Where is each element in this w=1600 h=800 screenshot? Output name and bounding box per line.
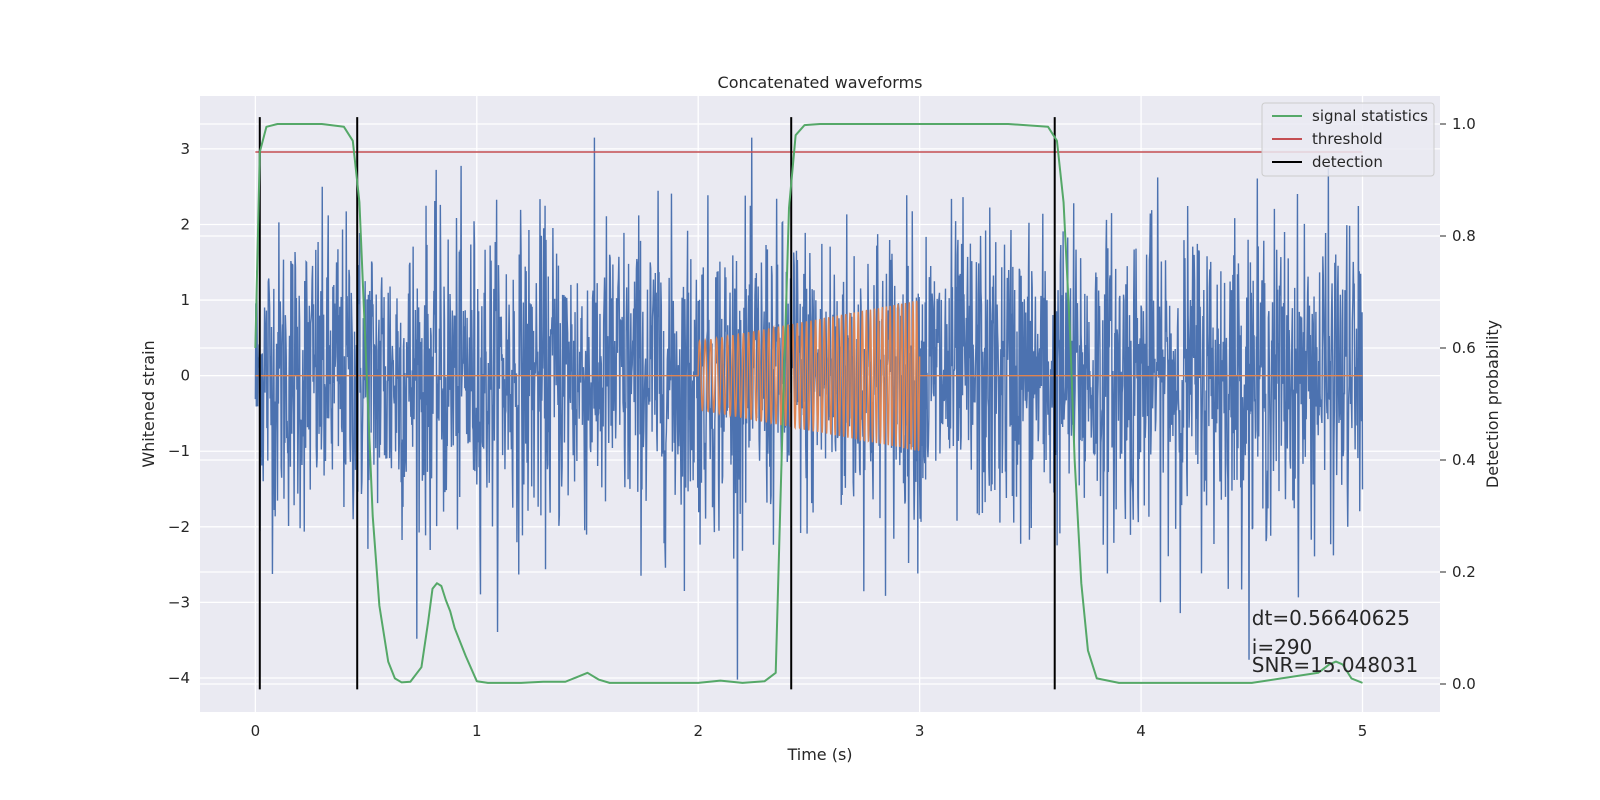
y-axis-label: Whitened strain — [139, 340, 158, 467]
y-tick-label: 0 — [180, 367, 190, 385]
legend-label-detection: detection — [1312, 153, 1383, 171]
data-layer — [254, 117, 1364, 690]
legend-box — [1261, 102, 1435, 177]
x-tick-label: 2 — [693, 722, 703, 740]
y-tick-label: 3 — [180, 140, 190, 158]
annotation-text: i=290 — [1252, 635, 1313, 659]
y2-tick-label: 1.0 — [1452, 115, 1476, 133]
y2-axis-label: Detection probability — [1483, 320, 1502, 488]
y-tick-label: −1 — [168, 442, 190, 460]
injection-series-line — [255, 300, 1363, 451]
x-tick-label: 1 — [472, 722, 482, 740]
y-tick-label: 1 — [180, 291, 190, 309]
chart-title: Concatenated waveforms — [718, 73, 923, 92]
x-tick-label: 0 — [251, 722, 261, 740]
y2-tick-label: 0.6 — [1452, 339, 1476, 357]
y2-tick-label: 0.0 — [1452, 675, 1476, 693]
x-tick-label: 5 — [1358, 722, 1368, 740]
legend-label-threshold: threshold — [1312, 130, 1383, 148]
y-tick-label: −4 — [168, 669, 190, 687]
x-tick-label: 4 — [1136, 722, 1146, 740]
y-tick-label: 2 — [180, 215, 190, 233]
y2-tick-label: 0.2 — [1452, 563, 1476, 581]
signal-statistics-line — [254, 123, 1363, 684]
annotation-text: SNR=15.048031 — [1252, 653, 1418, 677]
y2-tick-label: 0.4 — [1452, 451, 1476, 469]
y-tick-label: −3 — [168, 593, 190, 611]
x-axis-label: Time (s) — [786, 745, 852, 764]
x-tick-label: 3 — [915, 722, 925, 740]
axes: 0 1 2 3 4 5 −4 −3 −2 −1 0 1 2 3 0.0 0.2 0.4 0.6 0.8 1.0 — [168, 115, 1476, 740]
y-tick-label: −2 — [168, 518, 190, 536]
legend: signal statistics threshold detection — [1261, 102, 1435, 177]
y2-tick-label: 0.8 — [1452, 227, 1476, 245]
annotation-text: dt=0.56640625 — [1252, 606, 1410, 630]
legend-label-signal-statistics: signal statistics — [1312, 107, 1428, 125]
